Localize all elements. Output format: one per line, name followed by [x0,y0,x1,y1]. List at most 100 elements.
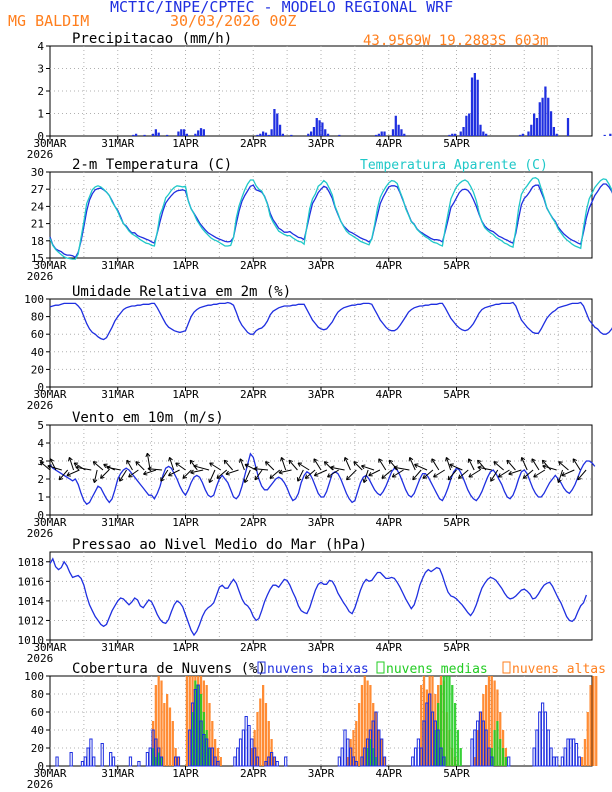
wind-arrowhead [368,471,373,477]
wind-arrowhead [577,475,582,481]
wind-arrow [208,469,216,483]
legend-label: nuvens medias [386,662,488,677]
precip-bar [374,134,378,136]
cloud-bar-medium [199,694,203,766]
precip-bar [476,79,479,136]
cloud-bar-low [425,702,429,767]
panel-1-ytick-label: 3 [37,63,44,76]
panel-1-xtick-label: 31MAR [101,137,134,150]
panel-4-xtick-label: 3APR [308,516,335,529]
precip-bar [521,133,524,136]
panel-1-xtick-label: 30MAR [33,137,66,150]
panel-3-xtick-label: 1APR [172,388,199,401]
panel-3-series-line [49,301,612,341]
panel-1-ytick-label: 2 [37,85,44,98]
wind-arrowhead [541,459,547,465]
wind-arrowhead [561,472,566,477]
cloud-bar-low [196,684,200,767]
wind-arrowhead [412,475,417,481]
wind-arrowhead [330,465,335,471]
precip-bar [459,131,462,136]
wind-arrow [412,469,422,481]
panel-2-xtick-label: 1APR [172,259,199,272]
cloud-bar-high [479,712,482,766]
cloud-bar-low [436,729,440,767]
precip-bar [383,131,386,136]
wind-arrowhead [168,457,173,462]
wind-arrowhead [458,474,463,479]
cloud-bar-low [430,711,435,767]
cloud-bar-medium [493,730,496,766]
cloud-bar-medium [451,685,454,766]
wind-arrow [47,465,62,471]
precip-bar [278,124,282,136]
precip-bar [154,129,157,136]
wind-arrowhead [190,469,195,475]
cloud-bar-medium [372,748,375,766]
wind-arrowhead [119,477,124,482]
cloud-bar-low [157,747,161,767]
wind-arrow [572,458,581,471]
precip-bar [276,113,279,136]
wind-arrowhead [254,475,259,481]
wind-arrowhead [288,459,293,465]
panel-6-title: Cobertura de Nuvens (%) [72,661,266,677]
cloud-bar-high [377,730,380,766]
cloud-bar-high [360,685,364,766]
wind-arrowhead [39,461,45,466]
wind-arrowhead [323,461,329,466]
wind-arrowhead [558,461,563,466]
cloud-bar-high [177,757,180,766]
wind-arrowhead [66,472,71,477]
wind-arrow [392,469,404,478]
wind-arrowhead [572,458,578,463]
cloud-bar-low [532,747,536,767]
panel-4-xtick-label: 4APR [376,516,403,529]
wind-arrowhead [497,473,503,478]
wind-arrow [143,469,157,475]
panel-4-xtick-label: 1APR [172,516,199,529]
panel-6-ytick-label: 20 [31,742,44,755]
cloud-bar-high [428,676,431,766]
cloud-bar-low [284,756,288,767]
cloud-bar-high [352,730,355,766]
wind-arrow [58,469,69,481]
panel-3-ytick-label: 0 [37,381,44,394]
wind-arrow [297,462,310,471]
wind-arrowhead [388,459,394,465]
precip-bar [151,133,155,136]
cloud-bar-low [371,720,375,767]
panel-4-xtick-label: 31MAR [101,516,134,529]
cloud-bar-low [267,756,271,767]
wind-arrow [182,469,192,479]
panel-5-xtick-label: 5APR [443,641,470,654]
panel-6-ytick-label: 40 [31,724,44,737]
wind-arrowhead [493,461,498,466]
cloud-bar-low [233,756,237,767]
panel-4-xtick-label: 30MAR [33,516,66,529]
wind-arrowhead [531,458,536,463]
cloud-bar-high [264,703,268,766]
cloud-bar-medium [194,680,197,766]
panel-6-ytick-label: 0 [37,760,44,773]
wind-arrow [225,469,239,475]
panel-5-ytick-label: 1018 [18,556,45,569]
cloud-bar-low [538,711,542,767]
precip-bar [264,132,268,136]
wind-arrowhead [278,469,283,475]
wind-arrow [447,469,457,481]
wind-arrowhead [208,478,213,484]
wind-arrowhead [193,464,198,470]
cloud-bar-high [355,721,358,766]
precip-bar [533,113,536,136]
cloud-bar-high [366,680,369,766]
cloud-bar-low [470,738,474,767]
wind-arrowhead [143,470,148,476]
wind-arrow [493,461,504,471]
wind-arrowhead [313,458,318,463]
panel-6-xtick-label: 5APR [443,767,470,780]
wind-arrowhead [238,458,244,463]
panel-1-xtick-label: 3APR [308,137,335,150]
wind-arrowhead [445,457,450,462]
